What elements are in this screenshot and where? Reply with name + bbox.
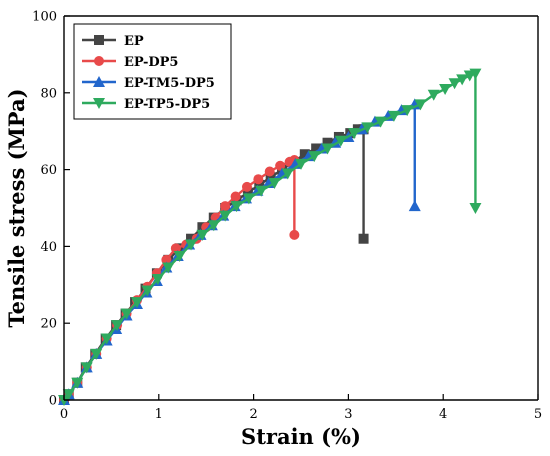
data-point-ep	[322, 137, 333, 148]
x-tick-label: 2	[249, 407, 257, 422]
data-point-ep-tp5-dp5	[185, 239, 198, 251]
data-point-ep-tp5-dp5	[242, 193, 255, 205]
data-point-ep	[345, 128, 356, 139]
x-ticks: 0 1 2 3 4 5	[60, 394, 542, 422]
x-tick-label: 3	[344, 407, 352, 422]
data-point-ep	[242, 187, 253, 198]
data-point-ep-tp5-dp5	[71, 377, 84, 389]
legend-label-ep-tp5-dp5: EP-TP5-DP5	[124, 97, 210, 112]
data-point-ep-tp5-dp5	[308, 151, 321, 163]
data-point-ep-tp5-dp5	[80, 362, 93, 374]
data-point-ep-dp5	[253, 174, 264, 185]
data-point-ep-tp5-dp5	[207, 220, 220, 232]
data-point-ep	[265, 172, 276, 183]
data-point-ep-tp5-dp5	[130, 297, 143, 309]
y-tick-label: 0	[49, 394, 57, 409]
data-point-ep-tp5-dp5	[414, 99, 427, 111]
x-tick-label: 5	[534, 407, 542, 422]
data-point-ep	[186, 233, 197, 244]
legend-marker-ep-dp5	[94, 56, 104, 66]
data-point-ep-dp5	[264, 166, 275, 177]
data-point-ep-tp5-dp5	[219, 210, 232, 222]
y-tick-label: 20	[40, 317, 57, 332]
data-point-ep-tp5-dp5	[361, 122, 374, 134]
data-point-ep-tp5-dp5	[100, 333, 113, 345]
data-point-ep-tp5-dp5	[427, 89, 440, 101]
y-tick-label: 40	[40, 240, 57, 255]
series-ep-tp5-dp5	[58, 68, 482, 406]
data-point-ep-tp5-dp5	[469, 68, 482, 80]
data-point-ep-tm5-dp5	[408, 200, 421, 212]
series-line-ep-tm5-dp5	[63, 103, 416, 401]
series-ep-tm5-dp5	[58, 98, 421, 405]
legend-label-ep-dp5: EP-DP5	[124, 55, 178, 70]
data-point-ep-tp5-dp5	[141, 285, 154, 297]
data-point-ep-tp5-dp5	[111, 320, 124, 332]
data-point-ep-tp5-dp5	[469, 203, 482, 214]
data-point-ep-tp5-dp5	[401, 105, 414, 117]
y-tick-label: 100	[32, 10, 57, 25]
data-point-ep-tp5-dp5	[334, 135, 347, 147]
data-point-ep-tp5-dp5	[321, 143, 334, 155]
data-point-ep-tp5-dp5	[456, 74, 469, 86]
data-point-ep-tp5-dp5	[151, 274, 164, 286]
legend-marker-ep-tm5-dp5	[93, 76, 105, 87]
data-point-ep-tp5-dp5	[62, 389, 75, 401]
y-axis-title: Tensile stress (MPa)	[4, 88, 29, 327]
legend: EP EP-DP5 EP-TM5-DP5 EP-TP5-DP5	[73, 23, 232, 120]
data-point-ep-tp5-dp5	[448, 78, 461, 90]
data-point-ep-tp5-dp5	[162, 262, 175, 274]
x-tick-label: 1	[155, 407, 163, 422]
data-point-ep-dp5	[230, 191, 241, 202]
data-point-ep-tp5-dp5	[387, 110, 400, 122]
data-point-ep-tp5-dp5	[230, 201, 243, 213]
data-point-ep-tp5-dp5	[196, 229, 209, 241]
data-point-ep	[311, 143, 322, 154]
x-axis-title: Strain (%)	[241, 424, 361, 449]
y-ticks: 0 20 40 60 80 100	[32, 10, 70, 409]
legend-marker-ep	[94, 35, 104, 45]
data-point-ep-tp5-dp5	[120, 308, 133, 320]
data-point-ep-tp5-dp5	[173, 251, 186, 262]
data-point-ep-dp5	[161, 254, 172, 265]
y-tick-label: 80	[40, 86, 57, 101]
legend-marker-ep-tp5-dp5	[93, 98, 105, 109]
data-point-ep-tp5-dp5	[268, 178, 281, 190]
series-line-ep	[63, 128, 365, 401]
data-point-ep-tp5-dp5	[255, 185, 268, 197]
data-point-ep	[254, 179, 265, 190]
data-point-ep-tp5-dp5	[348, 128, 361, 140]
legend-label-ep: EP	[124, 34, 144, 49]
data-point-ep-dp5	[289, 229, 300, 240]
series-ep	[59, 124, 369, 405]
data-point-ep-tp5-dp5	[374, 116, 387, 128]
data-point-ep	[299, 149, 310, 160]
data-point-ep-dp5	[170, 243, 181, 254]
data-point-ep-tp5-dp5	[439, 83, 452, 95]
data-point-ep-dp5	[275, 160, 286, 171]
data-point-ep-tp5-dp5	[90, 348, 103, 360]
data-point-ep-tp5-dp5	[295, 158, 307, 170]
data-point-ep-tp5-dp5	[281, 168, 294, 180]
series-line-ep-dp5	[63, 158, 296, 401]
legend-label-ep-tm5-dp5: EP-TM5-DP5	[124, 76, 215, 91]
y-tick-label: 60	[40, 163, 57, 178]
x-tick-label: 0	[60, 407, 68, 422]
x-tick-label: 4	[439, 407, 447, 422]
data-point-ep-dp5	[220, 201, 231, 212]
data-point-ep-dp5	[241, 181, 252, 192]
data-point-ep	[358, 233, 369, 244]
